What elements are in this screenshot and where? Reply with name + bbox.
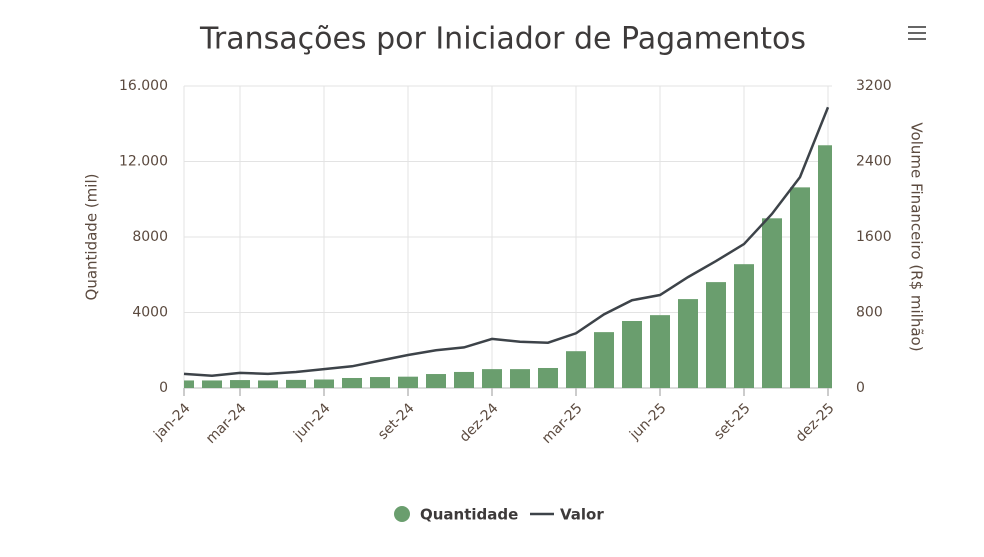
legend-marker	[394, 506, 410, 522]
bar	[678, 299, 698, 388]
bar	[706, 282, 726, 388]
y-tick-label: 0	[159, 380, 168, 396]
y2-tick-label: 1600	[856, 229, 892, 245]
x-tick-label: mar-25	[539, 400, 586, 447]
bar	[202, 380, 222, 388]
x-tick-label: jun-25	[626, 400, 669, 443]
x-tick-label: jan-24	[150, 400, 193, 443]
bar	[650, 315, 670, 388]
y2-tick-label: 2400	[856, 154, 892, 170]
y-tick-label: 12.000	[119, 154, 168, 170]
bar	[818, 145, 832, 388]
bar	[510, 369, 530, 388]
menu-icon[interactable]	[908, 26, 926, 40]
y-tick-label: 8000	[132, 229, 168, 245]
x-tick-label: dez-24	[457, 400, 502, 445]
legend-label[interactable]: Quantidade	[420, 506, 518, 524]
bar	[566, 351, 586, 388]
bar	[482, 369, 502, 388]
bar	[184, 380, 194, 388]
bar	[734, 264, 754, 388]
bar	[398, 376, 418, 388]
bar	[594, 332, 614, 388]
bar	[622, 320, 642, 388]
y2-tick-label: 800	[856, 305, 883, 321]
bar	[538, 367, 558, 388]
line	[183, 106, 830, 377]
bar	[790, 187, 810, 388]
x-tick-label: set-24	[375, 400, 418, 443]
bar	[426, 374, 446, 388]
y-tick-label: 4000	[132, 305, 168, 321]
bar	[454, 371, 474, 388]
bar	[762, 218, 782, 388]
bar	[342, 377, 362, 388]
x-tick-label: set-25	[711, 400, 754, 443]
y-tick-label: 16.000	[119, 78, 168, 94]
chart-title: Transações por Iniciador de Pagamentos	[199, 22, 806, 57]
bar	[230, 380, 250, 388]
x-tick-label: dez-25	[793, 400, 838, 445]
y-axis-title: Quantidade (mil)	[83, 174, 101, 301]
bar	[258, 380, 278, 388]
bar	[286, 379, 306, 388]
legend-label[interactable]: Valor	[560, 506, 604, 524]
bar	[314, 379, 334, 388]
x-tick-label: mar-24	[203, 400, 250, 447]
y2-tick-label: 0	[856, 380, 865, 396]
x-tick-label: jun-24	[290, 400, 334, 444]
bar	[370, 377, 390, 388]
y2-axis-title: Volume Financeiro (R$ milhão)	[908, 122, 926, 351]
y2-tick-label: 3200	[856, 78, 892, 94]
